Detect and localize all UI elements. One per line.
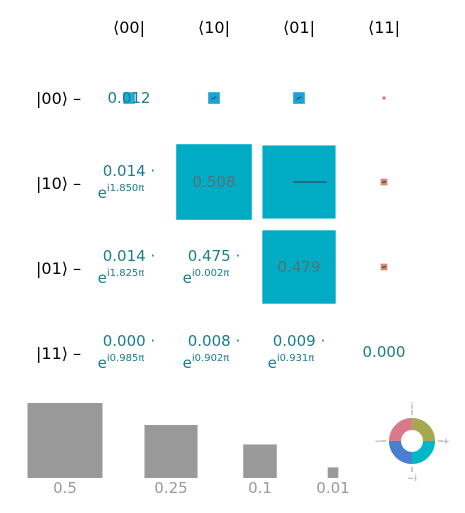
legend-item-2: 0.1 (243, 444, 277, 497)
matrix-cell-0-1 (208, 92, 220, 104)
matrix-phase-2-0: ei1.825π (98, 268, 145, 287)
phase-exponent-3-0: i0.985π (107, 353, 144, 364)
wheel-label-minus-i: −i (407, 474, 417, 484)
matrix-cell-1-0: 0.014 · ei1.850π (98, 162, 156, 202)
matrix-phase-1-0: ei1.850π (98, 183, 145, 202)
matrix-box-0-0 (123, 92, 135, 104)
col-label-00: ⟨00| (113, 18, 145, 37)
legend-box-2 (243, 444, 277, 478)
wheel-ring-b (389, 418, 435, 464)
matrix-phase-3-0: ei0.985π (98, 353, 145, 372)
matrix-phase-3-2: ei0.931π (268, 353, 315, 372)
legend-item-0: 0.5 (27, 403, 103, 497)
col-label-10: ⟨10| (198, 18, 230, 37)
matrix-cell-0-2 (293, 92, 305, 104)
phase-base-1-0: e (98, 184, 107, 202)
matrix-value-3-3: 0.000 (363, 343, 406, 361)
col-label-01: ⟨01| (283, 18, 315, 37)
phase-line-0-1 (211, 96, 217, 100)
phase-base-3-2: e (268, 354, 277, 372)
phase-line-0-2 (296, 96, 302, 100)
matrix-value-1-0: 0.014 · (103, 162, 155, 180)
phase-base-2-1: e (183, 269, 192, 287)
row-label-11: |11⟩ – (36, 344, 81, 363)
matrix-value-3-2: 0.009 · (273, 332, 325, 350)
matrix-phase-3-1: ei0.902π (183, 353, 230, 372)
phase-base-2-0: e (98, 269, 107, 287)
matrix-cell-3-2: 0.009 · ei0.931π (268, 332, 326, 372)
matrix-cell-1-1: 0.508 (176, 144, 252, 220)
wheel-label-plus: + (442, 437, 450, 447)
phase-exponent-1-0: i1.850π (107, 183, 144, 194)
legend-label-0: 0.5 (53, 479, 77, 497)
matrix-cell-3-0: 0.000 · ei0.985π (98, 332, 156, 372)
matrix-value-2-0: 0.014 · (103, 247, 155, 265)
matrix-cell-3-3: 0.000 (363, 343, 406, 361)
phase-line-2-3 (381, 266, 387, 268)
matrix-cell-2-3 (380, 263, 388, 271)
legend-box-0 (27, 403, 103, 478)
matrix-value-0-0: 0.012 (108, 89, 151, 107)
matrix-cell-3-1: 0.008 · ei0.902π (183, 332, 241, 372)
phase-base-3-1: e (183, 354, 192, 372)
legend-label-1: 0.25 (154, 479, 187, 497)
size-legend: 0.5 0.25 0.1 0.01 (27, 403, 350, 497)
row-label-01: |01⟩ – (36, 259, 81, 278)
wheel-label-minus: − (374, 437, 382, 447)
matrix-phase-2-1: ei0.002π (183, 268, 230, 287)
matrix-cell-1-2 (262, 145, 336, 219)
wheel-ring-d (389, 418, 435, 464)
row-label-00: |00⟩ – (36, 89, 81, 108)
row-label-10: |10⟩ – (36, 174, 81, 193)
legend-box-1 (144, 424, 198, 478)
matrix-value-1-1: 0.508 (193, 173, 236, 191)
wheel-label-i: i (411, 402, 414, 412)
legend-label-2: 0.1 (248, 479, 272, 497)
matrix-box-2-2 (262, 230, 336, 304)
legend-item-3: 0.01 (316, 467, 350, 497)
matrix-cell-2-2: 0.479 (262, 230, 336, 304)
legend-item-1: 0.25 (144, 424, 198, 497)
legend-label-3: 0.01 (316, 479, 349, 497)
phase-line-1-3 (381, 181, 387, 183)
matrix-value-2-1: 0.475 · (188, 247, 240, 265)
row-headers: |00⟩ – |10⟩ – |01⟩ – |11⟩ – (36, 89, 81, 363)
phase-exponent-2-1: i0.002π (192, 268, 229, 279)
matrix-value-3-1: 0.008 · (188, 332, 240, 350)
phase-exponent-2-0: i1.825π (107, 268, 144, 279)
phase-exponent-3-1: i0.902π (192, 353, 229, 364)
column-headers: ⟨00| ⟨10| ⟨01| ⟨11| (113, 18, 400, 37)
legend-box-3 (327, 467, 339, 478)
matrix-cell-2-0: 0.014 · ei1.825π (98, 247, 156, 287)
phase-exponent-3-2: i0.931π (277, 353, 314, 364)
matrix-value-2-2: 0.479 (278, 258, 321, 276)
phase-color-wheel: i −i − + (374, 402, 450, 484)
matrix-cell-0-0: 0.012 (108, 89, 151, 107)
matrix-box-1-1 (176, 144, 252, 220)
matrix-cell-2-1: 0.475 · ei0.002π (183, 247, 241, 287)
matrix-cell-0-3 (382, 96, 386, 100)
matrix-box-0-3 (382, 96, 386, 100)
wheel-ring-c (389, 418, 435, 464)
phase-base-3-0: e (98, 354, 107, 372)
matrix-cell-1-3 (380, 178, 388, 186)
matrix-value-3-0: 0.000 · (103, 332, 155, 350)
col-label-11: ⟨11| (368, 18, 400, 37)
